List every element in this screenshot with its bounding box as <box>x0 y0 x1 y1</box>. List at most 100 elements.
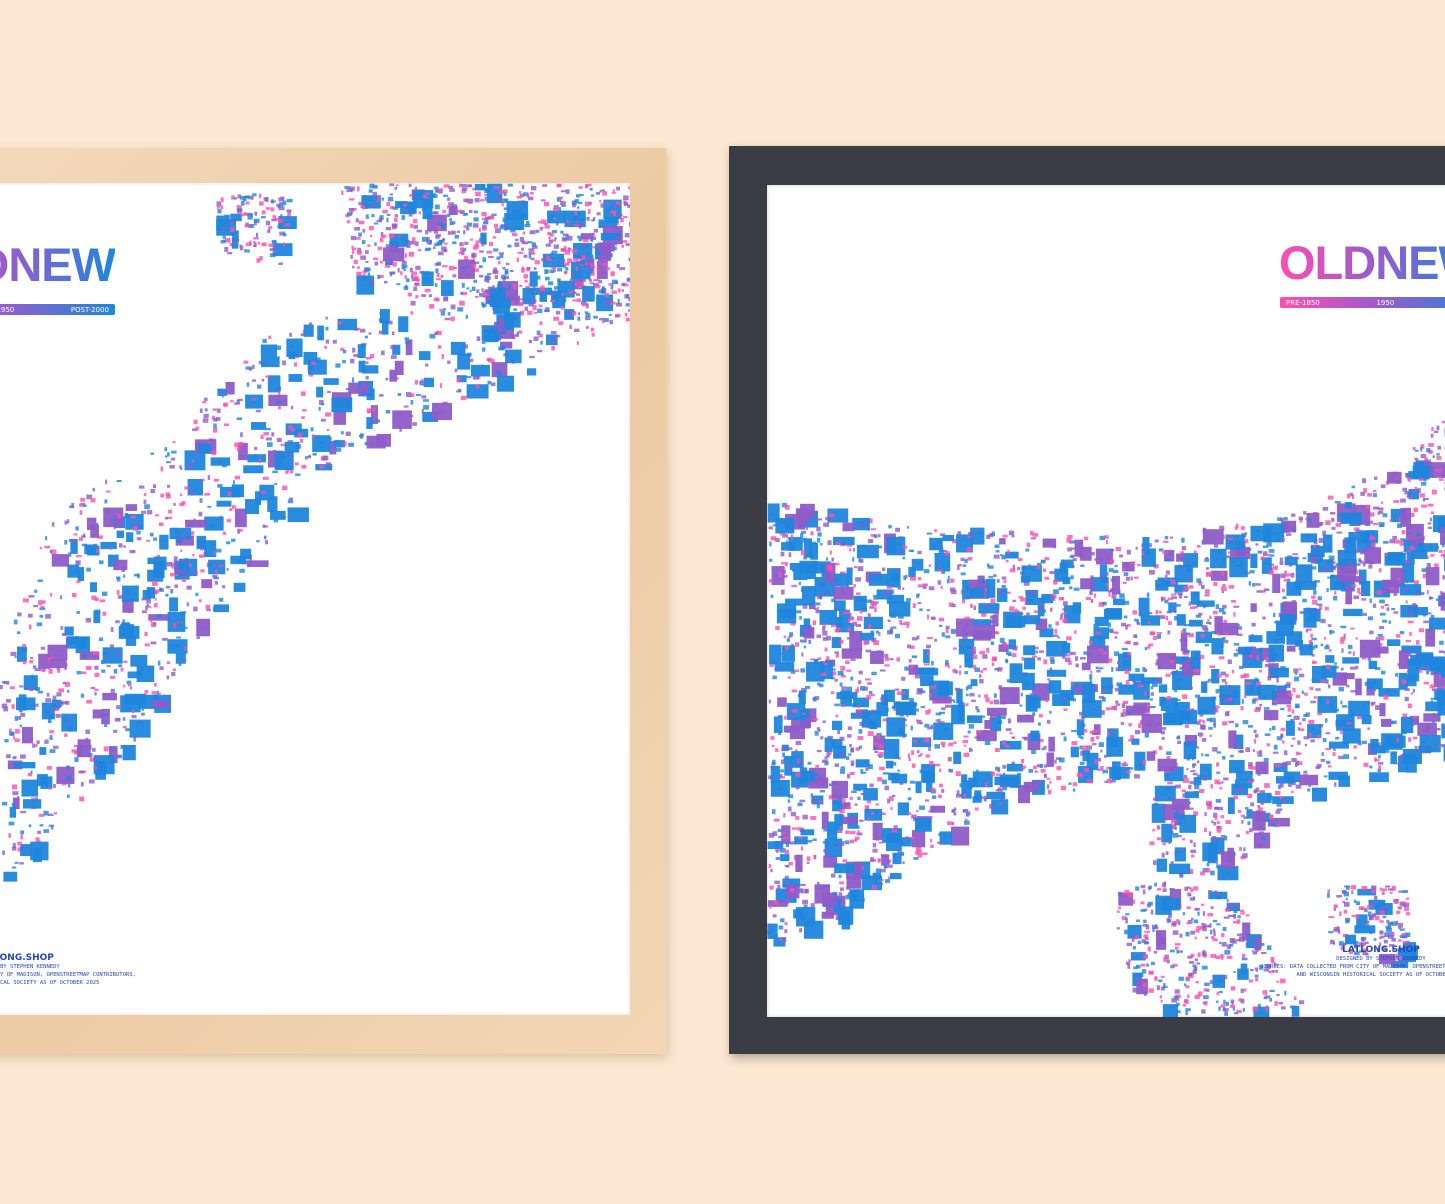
building <box>481 288 484 292</box>
building <box>153 622 156 626</box>
building <box>814 773 819 776</box>
building <box>459 300 465 306</box>
building <box>1368 660 1378 669</box>
building <box>1377 511 1380 515</box>
building <box>496 370 502 376</box>
building <box>965 812 970 817</box>
building <box>1140 615 1161 626</box>
building <box>1270 563 1274 566</box>
building <box>1206 718 1212 722</box>
building <box>950 590 957 595</box>
building <box>814 696 820 700</box>
building <box>86 567 92 572</box>
building <box>1399 754 1404 760</box>
building <box>151 691 157 695</box>
building <box>1384 603 1389 607</box>
building <box>39 747 47 755</box>
building <box>13 619 18 625</box>
building <box>528 196 534 201</box>
building <box>1334 590 1337 595</box>
building <box>1381 718 1392 727</box>
building <box>840 766 846 770</box>
building <box>1406 552 1415 565</box>
building <box>1415 650 1419 656</box>
building <box>884 591 890 595</box>
building <box>1429 469 1434 473</box>
building <box>1183 586 1189 591</box>
building <box>456 375 467 383</box>
building <box>911 763 916 768</box>
building <box>1219 525 1225 531</box>
building <box>347 212 353 216</box>
building <box>963 744 967 747</box>
building <box>278 197 285 202</box>
building <box>1053 589 1059 595</box>
building <box>948 768 952 773</box>
building <box>624 312 628 317</box>
building <box>1169 551 1173 556</box>
building <box>1415 640 1420 645</box>
building <box>1020 612 1024 616</box>
building <box>268 226 273 229</box>
building <box>487 299 491 304</box>
building <box>144 689 149 694</box>
building <box>1302 557 1307 560</box>
building <box>876 702 889 717</box>
building <box>12 791 19 796</box>
building <box>767 503 780 523</box>
building <box>458 259 475 279</box>
building <box>104 499 108 504</box>
building <box>1420 444 1425 449</box>
building <box>1089 590 1093 596</box>
building <box>1248 581 1251 586</box>
building <box>575 267 578 272</box>
building <box>791 717 812 728</box>
building <box>1311 653 1315 657</box>
building <box>1211 630 1217 635</box>
building <box>1245 747 1251 753</box>
building <box>152 694 155 699</box>
building <box>207 586 211 589</box>
building <box>1166 751 1172 755</box>
building <box>11 802 15 807</box>
building <box>1070 681 1074 686</box>
building <box>1149 643 1154 647</box>
building <box>1003 642 1008 648</box>
building <box>282 200 287 206</box>
building <box>769 904 772 909</box>
building <box>1370 745 1386 754</box>
building <box>1168 602 1177 613</box>
building <box>890 874 895 878</box>
building <box>1438 650 1445 654</box>
building <box>38 600 43 606</box>
building <box>11 846 17 851</box>
building <box>1148 569 1155 575</box>
building <box>1151 803 1166 823</box>
building <box>1329 629 1332 635</box>
building <box>369 183 375 189</box>
building <box>187 479 204 496</box>
building <box>845 756 850 760</box>
building <box>1316 603 1323 606</box>
building <box>1310 739 1315 743</box>
building <box>463 198 469 202</box>
building <box>193 570 198 576</box>
building <box>1440 592 1445 611</box>
building <box>437 189 443 194</box>
building <box>405 339 413 356</box>
building <box>186 585 192 590</box>
building <box>1125 763 1128 767</box>
building <box>1126 640 1131 645</box>
building <box>942 534 955 542</box>
building <box>279 202 284 207</box>
building <box>831 557 834 562</box>
building <box>1290 718 1294 722</box>
building <box>55 713 61 718</box>
building <box>1204 589 1210 594</box>
building <box>271 432 275 437</box>
building <box>496 375 515 392</box>
building <box>1190 591 1200 605</box>
building <box>990 641 994 645</box>
building <box>816 634 822 639</box>
building <box>1062 695 1066 701</box>
